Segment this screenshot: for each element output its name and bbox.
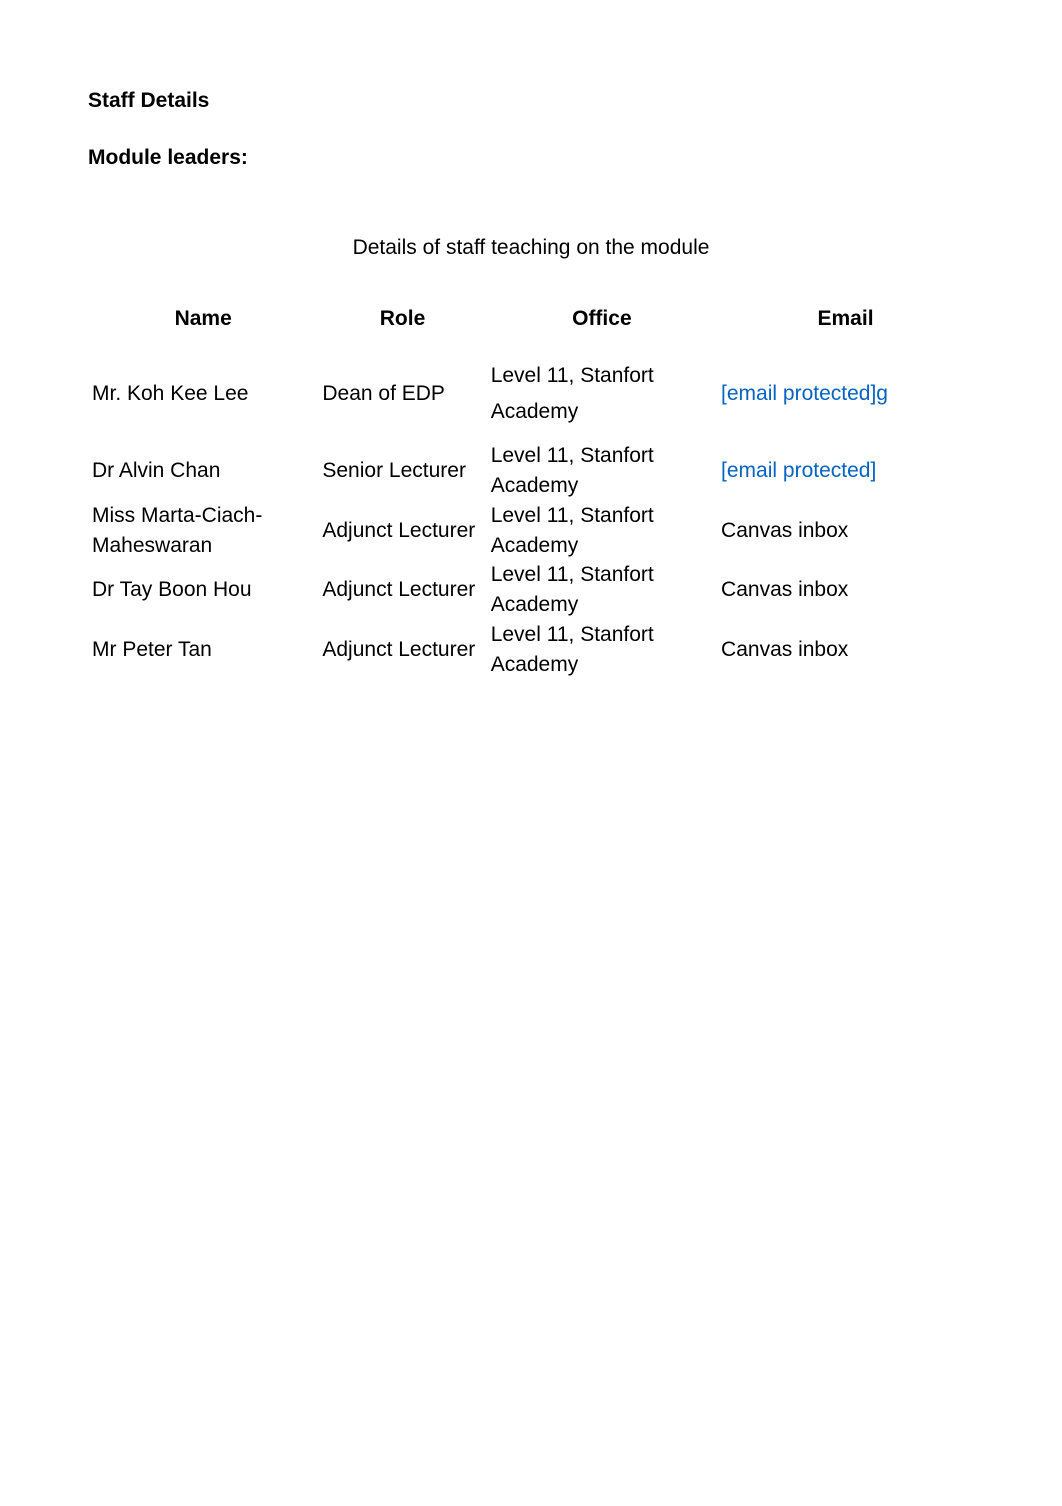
cell-office: Level 11, Stanfort Academy <box>487 441 717 501</box>
cell-email: [email protected] <box>717 441 974 501</box>
cell-email: Canvas inbox <box>717 620 974 680</box>
page: Staff Details Module leaders: Details of… <box>0 0 1062 1506</box>
cell-role: Adjunct Lecturer <box>318 560 486 620</box>
cell-name: Dr Alvin Chan <box>88 441 318 501</box>
col-header-office: Office <box>487 298 717 351</box>
email-text: Canvas inbox <box>721 578 848 601</box>
email-link[interactable]: [email protected] <box>721 459 876 482</box>
cell-role: Senior Lecturer <box>318 441 486 501</box>
cell-name: Mr. Koh Kee Lee <box>88 352 318 442</box>
heading-module-leaders: Module leaders: <box>88 143 974 172</box>
table-row: Dr Alvin Chan Senior Lecturer Level 11, … <box>88 441 974 501</box>
table-caption: Details of staff teaching on the module <box>88 233 974 262</box>
email-text: Canvas inbox <box>721 638 848 661</box>
cell-office: Level 11, Stanfort Academy <box>487 560 717 620</box>
cell-office: Level 11, Stanfort Academy <box>487 620 717 680</box>
cell-role: Dean of EDP <box>318 352 486 442</box>
col-header-email: Email <box>717 298 974 351</box>
cell-office: Level 11, Stanfort Academy <box>487 501 717 561</box>
cell-role: Adjunct Lecturer <box>318 620 486 680</box>
table-row: Miss Marta-Ciach-Maheswaran Adjunct Lect… <box>88 501 974 561</box>
staff-table: Name Role Office Email Mr. Koh Kee Lee D… <box>88 298 974 679</box>
heading-staff-details: Staff Details <box>88 86 974 115</box>
cell-name: Miss Marta-Ciach-Maheswaran <box>88 501 318 561</box>
cell-email: Canvas inbox <box>717 560 974 620</box>
table-row: Mr Peter Tan Adjunct Lecturer Level 11, … <box>88 620 974 680</box>
table-row: Mr. Koh Kee Lee Dean of EDP Level 11, St… <box>88 352 974 442</box>
cell-email: [email protected]g <box>717 352 974 442</box>
table-header-row: Name Role Office Email <box>88 298 974 351</box>
cell-name: Mr Peter Tan <box>88 620 318 680</box>
table-row: Dr Tay Boon Hou Adjunct Lecturer Level 1… <box>88 560 974 620</box>
cell-role: Adjunct Lecturer <box>318 501 486 561</box>
email-link[interactable]: [email protected]g <box>721 382 888 405</box>
cell-office: Level 11, Stanfort Academy <box>487 352 717 442</box>
cell-name: Dr Tay Boon Hou <box>88 560 318 620</box>
col-header-role: Role <box>318 298 486 351</box>
col-header-name: Name <box>88 298 318 351</box>
cell-email: Canvas inbox <box>717 501 974 561</box>
email-text: Canvas inbox <box>721 519 848 542</box>
